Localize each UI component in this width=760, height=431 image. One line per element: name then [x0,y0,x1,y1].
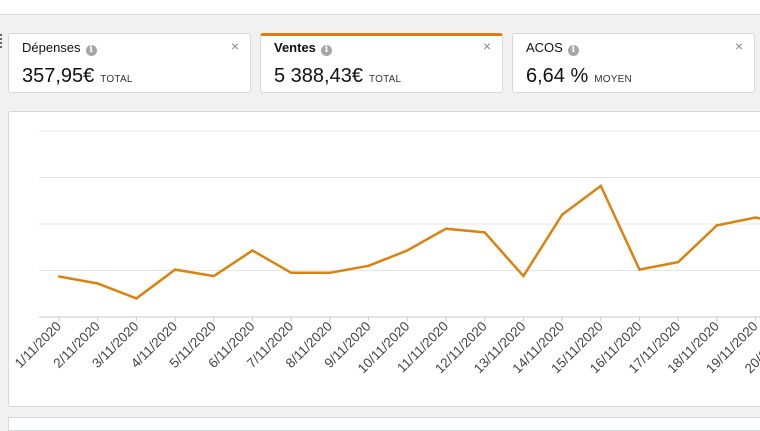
metric-card-ventes[interactable]: Ventes i × 5 388,43€ TOTAL [260,33,503,93]
metric-value-suffix: MOYEN [594,74,632,85]
drag-handle[interactable] [0,34,4,48]
metric-value-suffix: TOTAL [368,74,402,85]
metric-title: ACOS i [526,40,579,56]
metric-value-number: 6,64 % [526,65,589,87]
data-point [135,297,138,300]
data-point [251,249,254,252]
data-point [638,268,641,271]
close-icon[interactable]: × [230,38,240,54]
info-icon[interactable]: i [320,45,332,56]
metric-card-acos[interactable]: ACOS i × 6,64 % MOYEN [512,33,755,93]
data-point [522,274,525,278]
bottom-panel-edge [8,417,760,431]
data-point [57,275,61,278]
series-line [58,183,760,300]
top-toolbar [0,0,760,15]
data-point [677,260,680,264]
data-point [560,213,564,216]
metric-value-number: 357,95€ [22,65,95,87]
data-point [96,282,99,285]
metric-value-suffix: TOTAL [100,74,133,85]
data-point [715,224,719,227]
metric-card-depenses[interactable]: Dépenses i × 357,95€ TOTAL [8,33,251,93]
close-icon[interactable]: × [734,38,744,54]
data-point [328,271,332,275]
data-point [406,249,409,252]
close-icon[interactable]: × [482,38,492,54]
data-point [290,271,293,275]
chart-panel: 1/11/2020 2/11/2020 3/11/2020 4/11/2020 5/11… [8,111,760,407]
info-icon[interactable]: i [567,45,579,56]
data-point [599,184,602,188]
data-point [367,264,370,268]
info-icon[interactable]: i [85,45,97,56]
metric-value: 6,64 % MOYEN [526,65,632,88]
data-point [173,268,177,271]
metric-value: 357,95€ TOTAL [22,65,133,88]
data-point [483,231,486,234]
data-point [444,227,448,230]
data-point [212,274,215,278]
sales-line-chart: 1/11/20202/11/20203/11/20204/11/20205/11… [12,130,760,376]
metric-title: Dépenses i [22,40,97,56]
metric-value-number: 5 388,43€ [274,65,363,87]
data-point [754,216,757,219]
metric-value: 5 388,43€ TOTAL [274,65,401,88]
metric-title: Ventes i [274,40,332,56]
